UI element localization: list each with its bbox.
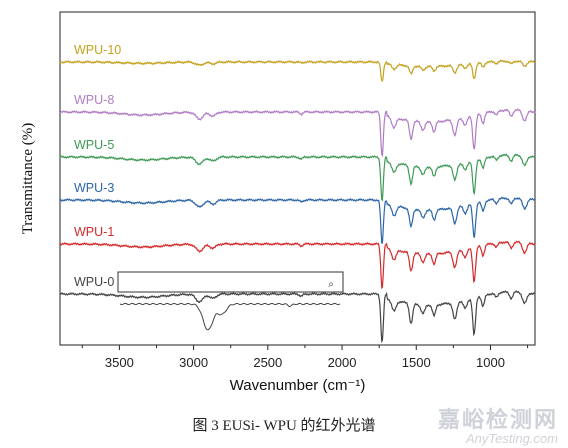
series-line-wpu-3 <box>59 196 536 244</box>
inset-box <box>117 271 344 293</box>
series-line-wpu-8 <box>59 108 536 158</box>
x-axis-label: Wavenumber (cm⁻¹) <box>230 377 366 394</box>
figure-caption: 图 3 EUSi- WPU 的红外光谱 <box>192 418 376 434</box>
series-line-wpu-10 <box>59 59 536 82</box>
series-line-wpu-5 <box>59 153 536 202</box>
watermark: 嘉峪检测网 AnyTesting.com <box>438 410 558 446</box>
series-line-wpu-0 <box>59 290 536 344</box>
series-label-wpu-8: WPU-8 <box>74 93 114 107</box>
series-label-wpu-1: WPU-1 <box>74 225 114 239</box>
inset-trace <box>119 302 341 331</box>
ftir-chart: 3500 3000 2500 2000 1500 1000 Wavenumber (cm⁻¹… <box>20 11 536 394</box>
magnifier-icon: ⌕ <box>328 279 334 290</box>
series-label-wpu-0: WPU-0 <box>74 275 114 289</box>
series-label-wpu-5: WPU-5 <box>74 138 114 152</box>
y-axis-label: Transmittance (%) <box>20 123 36 235</box>
plot-frame <box>59 11 536 346</box>
x-tick-label: 2000 <box>328 355 357 370</box>
x-tick-label: 2500 <box>253 355 282 370</box>
watermark-en: AnyTesting.com <box>465 431 558 446</box>
x-tick-label: 3500 <box>105 355 134 370</box>
series-label-wpu-3: WPU-3 <box>74 181 114 195</box>
watermark-cn: 嘉峪检测网 <box>437 408 558 433</box>
x-tick-label: 1000 <box>476 355 505 370</box>
series-label-wpu-10: WPU-10 <box>74 43 121 57</box>
x-tick-label: 3000 <box>179 355 208 370</box>
series-line-wpu-1 <box>59 240 536 290</box>
x-tick-label: 1500 <box>402 355 431 370</box>
